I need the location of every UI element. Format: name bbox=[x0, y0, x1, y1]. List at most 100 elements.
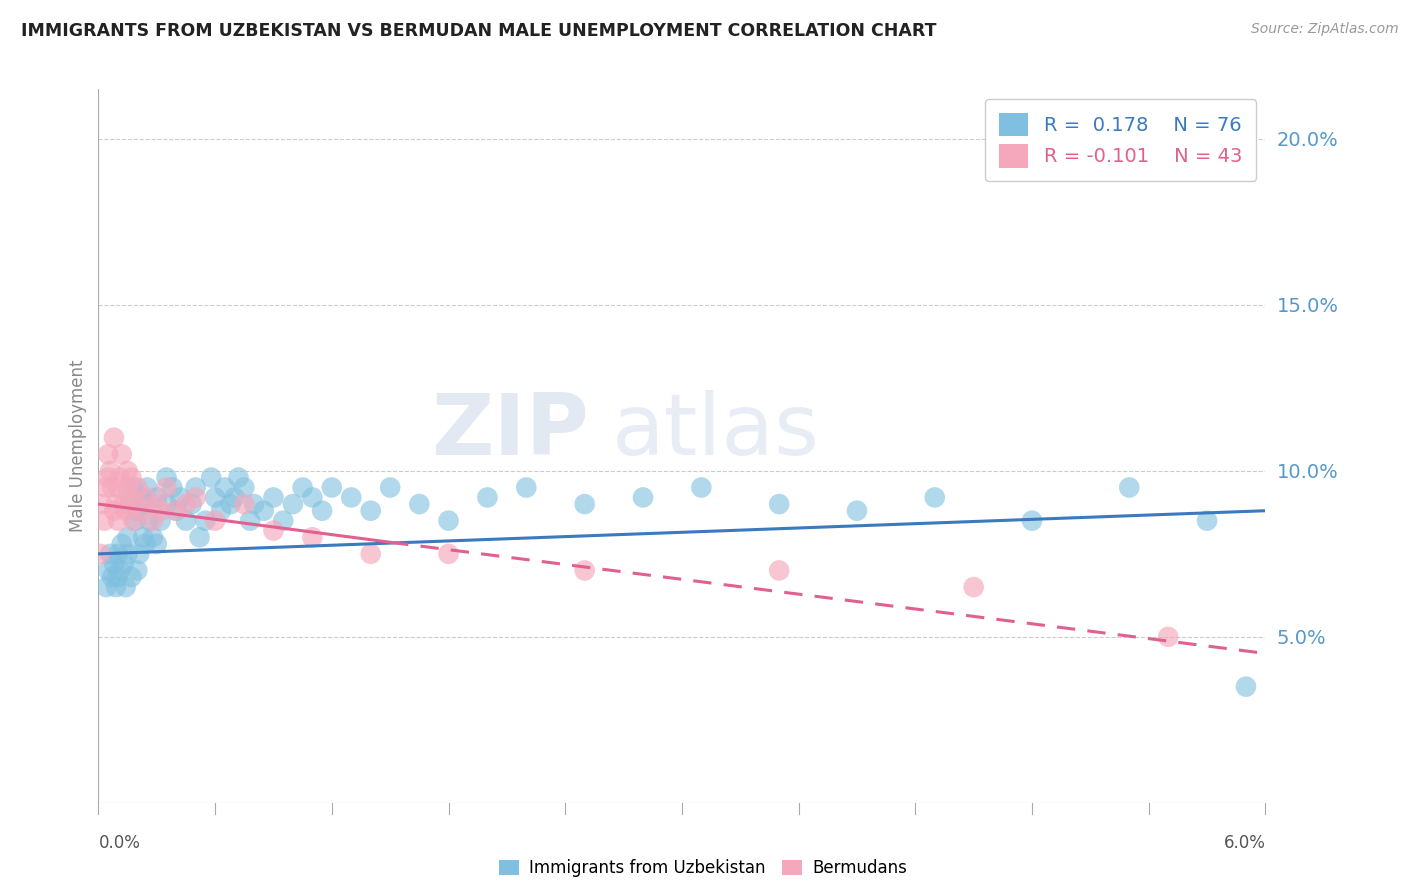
Point bbox=[136, 481, 159, 495]
Point bbox=[91, 497, 114, 511]
Point bbox=[631, 491, 654, 505]
Point bbox=[112, 497, 135, 511]
Point bbox=[136, 491, 159, 505]
Point bbox=[253, 504, 276, 518]
Point bbox=[111, 447, 134, 461]
Point bbox=[155, 481, 177, 495]
Point bbox=[845, 504, 868, 518]
Text: Source: ZipAtlas.com: Source: ZipAtlas.com bbox=[1251, 22, 1399, 37]
Point bbox=[301, 491, 323, 505]
Point bbox=[1157, 630, 1180, 644]
Point bbox=[204, 514, 226, 528]
Point bbox=[155, 497, 177, 511]
Point bbox=[111, 537, 134, 551]
Point bbox=[360, 547, 382, 561]
Point bbox=[104, 580, 127, 594]
Point bbox=[136, 497, 159, 511]
Point bbox=[103, 504, 125, 518]
Point bbox=[112, 557, 135, 571]
Point bbox=[219, 497, 242, 511]
Point bbox=[96, 481, 118, 495]
Point bbox=[321, 481, 343, 495]
Point bbox=[174, 497, 197, 511]
Point bbox=[262, 491, 284, 505]
Point bbox=[174, 514, 197, 528]
Point bbox=[97, 447, 120, 461]
Point bbox=[437, 547, 460, 561]
Point bbox=[127, 564, 149, 578]
Point bbox=[122, 514, 145, 528]
Point bbox=[146, 497, 169, 511]
Point bbox=[224, 491, 246, 505]
Point bbox=[165, 504, 187, 518]
Point bbox=[98, 547, 121, 561]
Legend: Immigrants from Uzbekistan, Bermudans: Immigrants from Uzbekistan, Bermudans bbox=[492, 853, 914, 884]
Point bbox=[162, 481, 184, 495]
Point bbox=[132, 530, 155, 544]
Point bbox=[117, 530, 139, 544]
Point bbox=[184, 491, 207, 505]
Legend: R =  0.178    N = 76, R = -0.101    N = 43: R = 0.178 N = 76, R = -0.101 N = 43 bbox=[986, 99, 1256, 181]
Point bbox=[477, 491, 499, 505]
Y-axis label: Male Unemployment: Male Unemployment bbox=[69, 359, 87, 533]
Point bbox=[209, 504, 232, 518]
Point bbox=[121, 470, 143, 484]
Point bbox=[243, 497, 266, 511]
Point bbox=[127, 504, 149, 518]
Point bbox=[184, 481, 207, 495]
Point bbox=[291, 481, 314, 495]
Point bbox=[194, 514, 217, 528]
Point bbox=[408, 497, 430, 511]
Point bbox=[149, 504, 172, 518]
Point bbox=[378, 481, 402, 495]
Point bbox=[93, 514, 115, 528]
Point bbox=[89, 547, 111, 561]
Point bbox=[574, 564, 596, 578]
Point bbox=[97, 564, 120, 578]
Point bbox=[127, 481, 149, 495]
Point bbox=[118, 497, 141, 511]
Point bbox=[138, 514, 160, 528]
Point bbox=[233, 497, 256, 511]
Point bbox=[169, 491, 191, 505]
Point bbox=[117, 481, 139, 495]
Point bbox=[108, 564, 131, 578]
Point bbox=[108, 470, 131, 484]
Point bbox=[515, 481, 537, 495]
Point bbox=[118, 491, 141, 505]
Point bbox=[149, 514, 172, 528]
Point bbox=[1118, 481, 1140, 495]
Text: 0.0%: 0.0% bbox=[98, 834, 141, 852]
Point bbox=[107, 481, 129, 495]
Point bbox=[103, 557, 125, 571]
Point bbox=[204, 491, 226, 505]
Point bbox=[690, 481, 713, 495]
Point bbox=[233, 481, 256, 495]
Point bbox=[134, 537, 156, 551]
Point bbox=[188, 530, 211, 544]
Point bbox=[214, 481, 236, 495]
Point bbox=[96, 580, 118, 594]
Point bbox=[155, 470, 177, 484]
Point bbox=[107, 570, 129, 584]
Point bbox=[360, 504, 382, 518]
Point bbox=[1021, 514, 1043, 528]
Point bbox=[98, 464, 121, 478]
Point bbox=[129, 491, 152, 505]
Point bbox=[142, 514, 165, 528]
Point bbox=[114, 504, 136, 518]
Point bbox=[340, 491, 363, 505]
Point bbox=[107, 547, 129, 561]
Point bbox=[262, 524, 284, 538]
Text: ZIP: ZIP bbox=[430, 390, 589, 474]
Point bbox=[101, 481, 124, 495]
Point bbox=[146, 491, 169, 505]
Point bbox=[239, 514, 262, 528]
Point bbox=[962, 580, 984, 594]
Point bbox=[180, 497, 202, 511]
Point bbox=[301, 530, 323, 544]
Point bbox=[124, 514, 146, 528]
Point bbox=[924, 491, 946, 505]
Point bbox=[114, 580, 136, 594]
Point bbox=[101, 570, 124, 584]
